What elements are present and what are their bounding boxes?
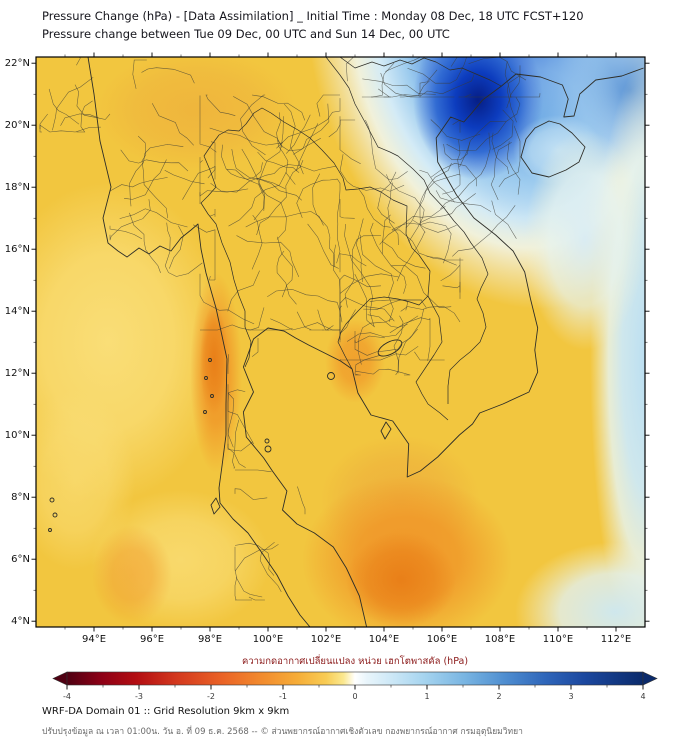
colorbar-left-arrow — [52, 671, 68, 686]
x-tick-label: 106°E — [427, 634, 457, 645]
thai-myanmar-border — [200, 107, 272, 368]
gulf-vietnam-china-coast — [242, 67, 644, 627]
x-tick-label: 108°E — [485, 634, 515, 645]
colorbar-ticks — [66, 685, 644, 690]
laos-vietnam-border — [325, 57, 489, 404]
colorbar-tick-label: -2 — [207, 692, 215, 701]
y-tick-label: 12°N — [5, 368, 30, 379]
y-axis-labels: 22°N 20°N 18°N 16°N 14°N 12°N 10°N 8°N 6… — [5, 58, 30, 627]
y-tick-label: 4°N — [11, 616, 30, 627]
x-tick-label: 110°E — [543, 634, 573, 645]
y-tick-label: 14°N — [5, 306, 30, 317]
colorbar-right-arrow — [642, 671, 658, 686]
colorbar-tick-label: 1 — [424, 692, 429, 701]
y-tick-label: 10°N — [5, 430, 30, 441]
colorbar-gradient — [66, 671, 644, 686]
colorbar-tick-label: 0 — [352, 692, 357, 701]
colorbar: ความกดอากาศเปลี่ยนแปลง หน่วย เฮกโตพาสคัล… — [52, 654, 658, 701]
x-axis-labels: 94°E 96°E 98°E 100°E 102°E 104°E 106°E 1… — [82, 634, 631, 645]
hainan-island — [520, 120, 586, 178]
small-islands — [48, 339, 403, 532]
x-tick-label: 96°E — [140, 634, 164, 645]
colorbar-tick-label: -1 — [279, 692, 287, 701]
title-line-2: Pressure change between Tue 09 Dec, 00 U… — [42, 27, 450, 42]
thai-cambodia-border — [337, 295, 429, 370]
y-tick-label: 22°N — [5, 58, 30, 69]
map-figure: 94°E 96°E 98°E 100°E 102°E 104°E 106°E 1… — [5, 52, 658, 701]
x-tick-label: 102°E — [311, 634, 341, 645]
colorbar-label: ความกดอากาศเปลี่ยนแปลง หน่วย เฮกโตพาสคัล… — [242, 654, 468, 667]
colorbar-tick-label: 2 — [496, 692, 501, 701]
china-vietnam-border — [339, 57, 502, 87]
title-line-1: Pressure Change (hPa) - [Data Assimilati… — [42, 9, 584, 23]
myanmar-peninsula-west-coast — [87, 57, 311, 627]
x-tick-label: 94°E — [82, 634, 106, 645]
coastlines-borders — [48, 57, 644, 627]
admin-boundaries — [39, 57, 541, 601]
footer-update-info: ปรับปรุงข้อมูล ณ เวลา 01:00น. วัน อ. ที่… — [42, 727, 523, 737]
x-tick-label: 98°E — [198, 634, 222, 645]
y-tick-label: 6°N — [11, 554, 30, 565]
colorbar-tick-label: -4 — [63, 692, 71, 701]
axis-ticks — [31, 52, 650, 632]
x-tick-label: 100°E — [253, 634, 283, 645]
footer-domain-info: WRF-DA Domain 01 :: Grid Resolution 9km … — [42, 706, 290, 717]
tonle-sap-lake — [377, 339, 403, 357]
y-tick-label: 20°N — [5, 120, 30, 131]
colorbar-tick-label: 4 — [640, 692, 645, 701]
mekong-thai-lao-border — [270, 112, 449, 421]
y-tick-label: 18°N — [5, 182, 30, 193]
colorbar-tick-label: 3 — [568, 692, 573, 701]
colorbar-tick-labels: -4 -3 -2 -1 0 1 2 3 4 — [63, 692, 646, 701]
x-tick-label: 104°E — [369, 634, 399, 645]
pressure-field — [36, 57, 645, 627]
x-tick-label: 112°E — [601, 634, 631, 645]
colorbar-tick-label: -3 — [135, 692, 143, 701]
header: Pressure Change (hPa) - [Data Assimilati… — [42, 7, 584, 44]
y-tick-label: 8°N — [11, 492, 30, 503]
y-tick-label: 16°N — [5, 244, 30, 255]
